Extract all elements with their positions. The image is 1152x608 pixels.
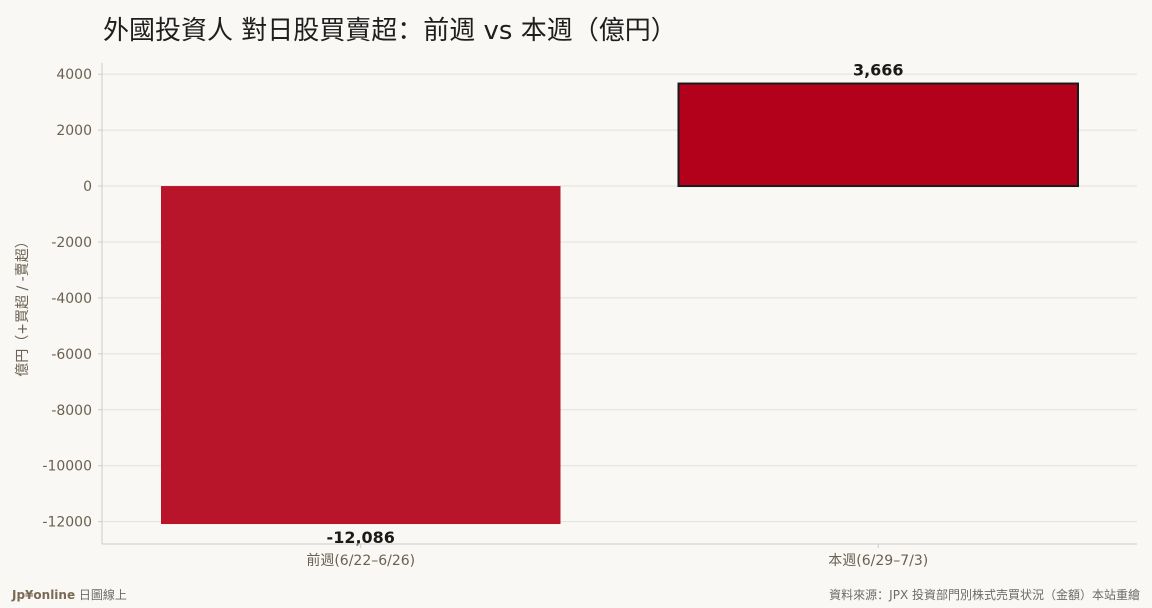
source-note: 資料來源：JPX 投資部門別株式売買状況（金額）本站重繪 [829, 588, 1140, 602]
y-tick-label: -2000 [51, 235, 92, 251]
x-tick-label: 前週(6/22–6/26) [306, 552, 415, 569]
y-tick-label: 0 [83, 179, 92, 195]
y-tick-label: -8000 [51, 403, 92, 419]
brand-name: Jp¥online [12, 588, 76, 602]
chart-title: 外國投資人 對日股買賣超：前週 vs 本週（億円） [103, 16, 677, 46]
y-tick-label: 4000 [56, 67, 92, 83]
y-tick-label: -6000 [51, 347, 92, 363]
bar-2 [677, 82, 1080, 188]
x-tick-label: 本週(6/29–7/3) [828, 553, 928, 569]
y-tick-label: -12000 [42, 515, 92, 531]
value-label-1: -12,086 [327, 528, 395, 547]
y-tick-label: -4000 [51, 291, 92, 307]
bar-1 [160, 186, 561, 525]
y-tick-label: 2000 [56, 123, 92, 139]
brand-logo: Jp¥online 日圖線上 [12, 586, 127, 603]
y-tick-label: -10000 [42, 459, 92, 475]
y-axis-label: 億円（+買超 / -賣超） [15, 234, 31, 376]
brand-suffix: 日圖線上 [75, 588, 127, 602]
value-label-2: 3,666 [853, 61, 904, 80]
